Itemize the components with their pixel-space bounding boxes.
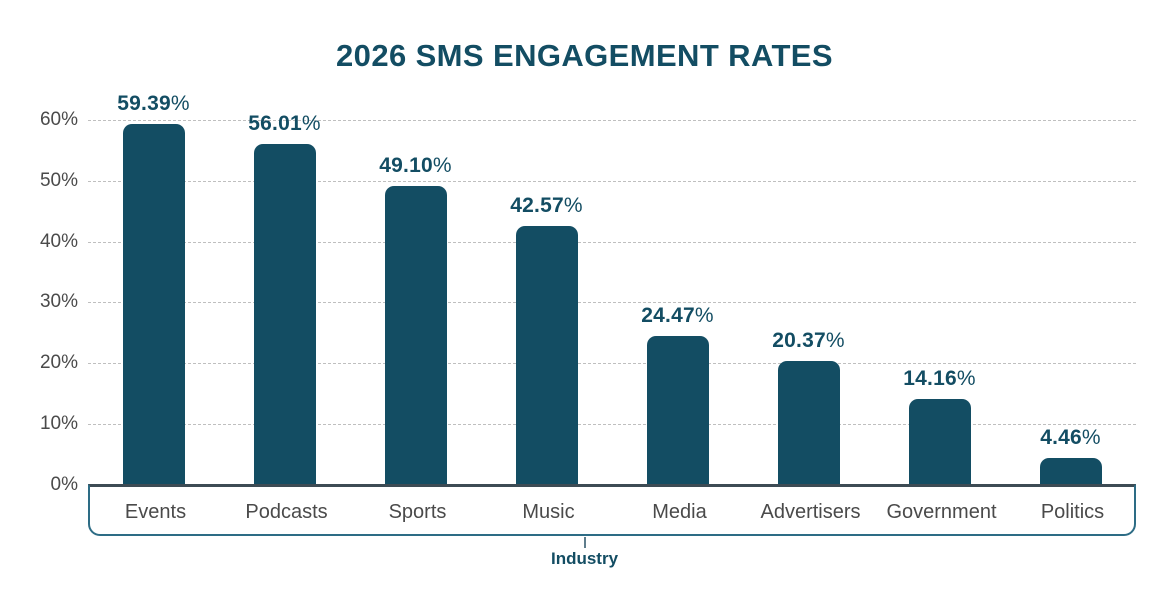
bar-slot: 20.37% [743, 100, 874, 485]
gridline-60 [88, 120, 1136, 121]
bar[interactable] [777, 361, 840, 485]
gridline-30 [88, 302, 1136, 303]
bar-value-label: 59.39% [117, 91, 190, 115]
y-axis-labels: 60% 50% 40% 30% 20% 10% 0% [0, 100, 78, 495]
bar[interactable] [253, 144, 316, 485]
gridline-20 [88, 363, 1136, 364]
category-band: Events Podcasts Sports Music Media Adver… [88, 484, 1136, 536]
bar[interactable] [908, 398, 971, 485]
bar-value-label: 56.01% [248, 112, 321, 136]
bar-slot: 56.01% [219, 100, 350, 485]
plot-gridlines [88, 100, 1136, 485]
bar[interactable] [122, 123, 185, 485]
bar-value-label: 14.16% [903, 366, 976, 390]
y-tick-label: 10% [39, 413, 78, 434]
y-tick-label: 60% [39, 109, 78, 130]
bar[interactable] [646, 336, 709, 485]
bar-slot: 4.46% [1005, 100, 1136, 485]
x-axis-tick [584, 537, 586, 548]
bar[interactable] [1039, 457, 1102, 485]
chart-title: 2026 SMS ENGAGEMENT RATES [336, 38, 833, 73]
category-label: Music [522, 501, 575, 523]
bar-slot: 24.47% [612, 100, 743, 485]
y-tick-label: 0% [50, 474, 78, 495]
category-label: Events [124, 501, 187, 523]
category-label: Government [886, 501, 997, 523]
y-tick-label: 20% [39, 352, 78, 373]
category-label: Podcasts [245, 501, 328, 523]
y-tick-label: 30% [39, 291, 78, 312]
y-tick-label: 40% [39, 231, 78, 252]
bar-slot: 49.10% [350, 100, 481, 485]
gridline-40 [88, 242, 1136, 243]
bar-slot: 14.16% [874, 100, 1005, 485]
category-label: Media [652, 501, 707, 523]
category-label: Advertisers [760, 501, 861, 523]
bar-slot: 42.57% [481, 100, 612, 485]
bar[interactable] [515, 226, 578, 485]
category-label: Sports [388, 501, 447, 523]
bar-value-label: 4.46% [1040, 425, 1101, 449]
bars-layer: 59.39% 56.01% 49.10% 42.57% 24.47% 20.37… [88, 92, 1136, 485]
y-tick-label: 50% [39, 170, 78, 191]
bar-value-label: 42.57% [510, 194, 583, 218]
bar-value-label: 24.47% [641, 304, 714, 328]
bar-value-label: 49.10% [379, 154, 452, 178]
bar[interactable] [384, 186, 447, 485]
x-axis-title: Industry [550, 549, 619, 568]
bar-value-label: 20.37% [772, 329, 845, 353]
gridline-10 [88, 424, 1136, 425]
bar-slot: 59.39% [88, 92, 219, 485]
gridline-50 [88, 181, 1136, 182]
category-label: Politics [1040, 501, 1105, 523]
